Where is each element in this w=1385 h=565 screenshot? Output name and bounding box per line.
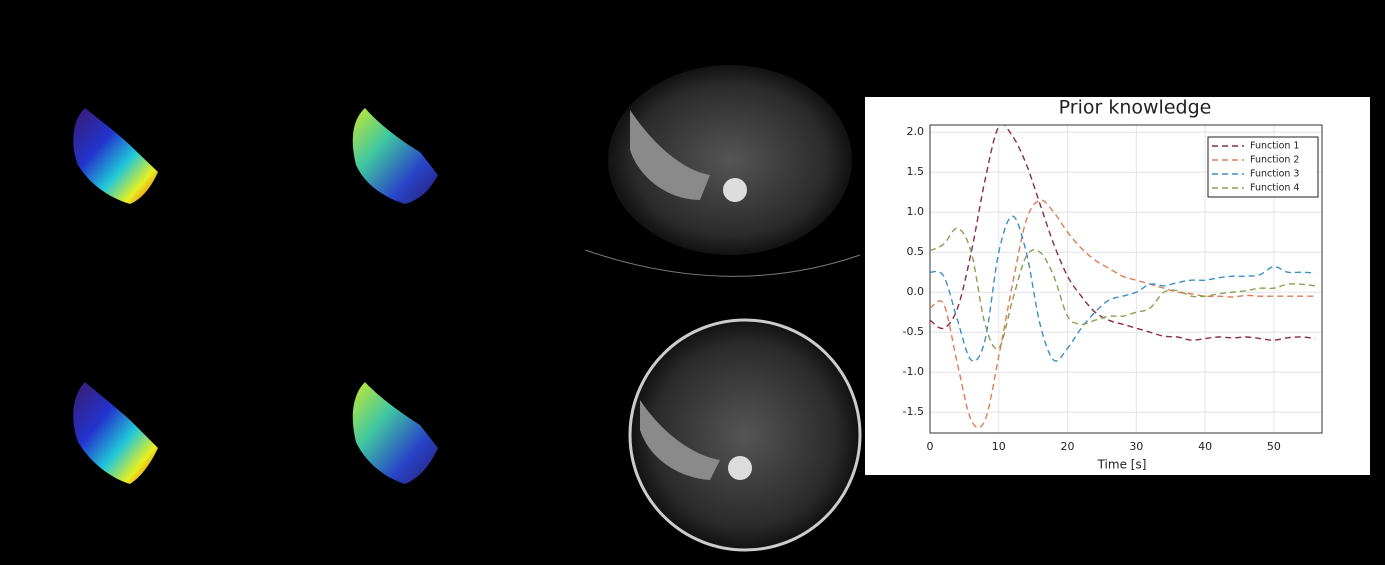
perfusion-maps (73, 108, 438, 484)
y-tick-label: 1.5 (907, 165, 925, 178)
x-tick-label: 20 (1061, 440, 1075, 453)
ct-slices (584, 65, 862, 552)
plot-frame (929, 124, 1323, 434)
y-tick-label: 1.0 (907, 205, 925, 218)
x-tick-label: 10 (992, 440, 1006, 453)
series-line (930, 125, 1316, 341)
plot: -1.5 -1.0 -0.5 0.0 0.5 1.0 1.5 2.0 0 10 20 30 40 50 Fu… (903, 124, 1323, 453)
y-tick-label: -0.5 (903, 325, 924, 338)
series-line (930, 227, 1316, 350)
x-tick-label: 30 (1129, 440, 1143, 453)
y-tick-label: 0.0 (907, 285, 925, 298)
legend-label: Function 1 (1250, 141, 1299, 152)
y-tick-label: 0.5 (907, 245, 925, 258)
y-tick-label: -1.5 (903, 405, 924, 418)
legend-label: Function 2 (1250, 155, 1299, 166)
series-line (930, 199, 1316, 429)
x-tick-label: 40 (1198, 440, 1212, 453)
x-tick-label: 50 (1267, 440, 1281, 453)
x-tick-label: 0 (927, 440, 934, 453)
legend-label: Function 4 (1250, 183, 1299, 194)
y-tick-label: 2.0 (907, 125, 925, 138)
series-line (930, 215, 1316, 362)
chart-title: Prior knowledge (1059, 97, 1212, 119)
legend-label: Function 3 (1250, 169, 1299, 180)
y-tick-label: -1.0 (903, 365, 924, 378)
legend-box (1207, 136, 1319, 198)
x-axis-label: Time [s] (1097, 458, 1147, 472)
